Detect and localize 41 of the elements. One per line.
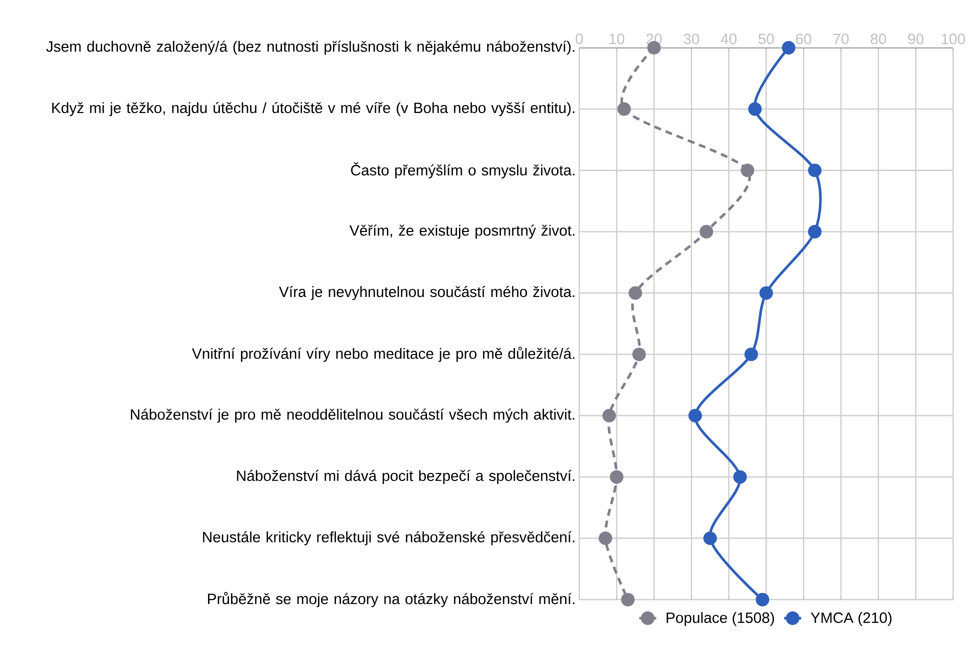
y-tick-label: Neustále kriticky reflektuji své náboženské přesvědčení. xyxy=(203,531,574,546)
point xyxy=(617,102,631,116)
point xyxy=(688,408,702,422)
x-tick-label: 60 xyxy=(796,34,812,44)
x-tick-label: 10 xyxy=(609,34,624,44)
point xyxy=(733,470,747,484)
point xyxy=(782,40,796,54)
point xyxy=(703,531,717,545)
point xyxy=(759,286,773,300)
x-tick-label: 90 xyxy=(908,34,924,44)
x-tick-label: 30 xyxy=(684,34,700,44)
point xyxy=(602,408,616,422)
x-tick-label: 0 xyxy=(576,34,583,44)
point xyxy=(740,163,754,177)
point xyxy=(598,531,612,545)
point xyxy=(621,592,635,606)
y-tick-label: Jsem duchovně založený/á (bez nutnosti příslušnosti k nějakému náboženství). xyxy=(46,40,574,55)
x-tick-label: 40 xyxy=(720,34,737,44)
x-tick-label: 80 xyxy=(870,34,886,44)
x-tick-label: 70 xyxy=(833,34,849,44)
point xyxy=(700,224,714,238)
y-tick-label: Víra je nevyhnutelnou součástí mého života. xyxy=(278,286,574,300)
y-tick-label: Náboženství mi dává pocit bezpečí a společenství. xyxy=(237,470,574,484)
y-tick-label: Když mi je těžko, najdu útěchu / útočiště v mé víře (v Boha nebo vyšší entitu). xyxy=(52,102,574,116)
point xyxy=(628,286,642,300)
point xyxy=(756,592,770,606)
legend-label: YMCA (210) xyxy=(810,612,892,626)
y-tick-label: Náboženství je pro mě neoddělitelnou součástí všech mých aktivit. xyxy=(130,408,574,423)
y-tick-label: Často přemýšlím o smyslu života. xyxy=(351,162,574,178)
x-tick-label: 50 xyxy=(758,34,774,44)
x-tick-label: 100 xyxy=(942,34,965,44)
point xyxy=(744,347,758,361)
y-tick-label: Vnitřní prožívání víry nebo meditace je pro mě důležité/á. xyxy=(192,346,574,362)
point xyxy=(808,163,822,177)
point xyxy=(610,470,624,484)
point xyxy=(808,224,822,238)
point xyxy=(748,102,762,116)
y-tick-label: Průběžně se moje názory na otázky náboženství mění. xyxy=(208,592,574,608)
point xyxy=(632,347,646,361)
legend-label: Populace (1508) xyxy=(666,612,774,626)
y-tick-label: Věřím, že existuje posmrtný život. xyxy=(350,224,574,239)
